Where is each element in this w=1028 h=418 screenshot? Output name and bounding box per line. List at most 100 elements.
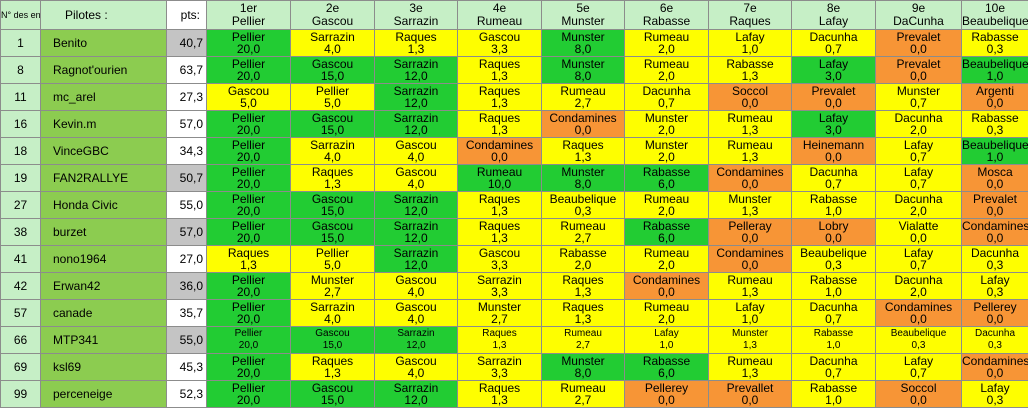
pilot-name: Erwan42 — [40, 272, 167, 300]
pick-driver: Pellerey — [973, 300, 1017, 314]
pick-driver: Dacunha — [809, 300, 858, 314]
pick-points: 1,3 — [491, 231, 508, 245]
pick-driver: Sarrazin — [393, 57, 439, 71]
pick-points: 2,0 — [658, 204, 675, 218]
pick-points: 0,0 — [825, 96, 842, 110]
pick-driver: Rumeau — [643, 57, 690, 71]
pick-cell: Lafay 3,0 — [791, 56, 876, 84]
pick-cell: Pellier 20,0 — [206, 56, 291, 84]
header-place-rank: 10e — [984, 1, 1006, 15]
pick-cell: Gascou 3,3 — [457, 29, 542, 57]
pick-points: 10,0 — [487, 177, 512, 191]
pick-points: 1,0 — [659, 340, 674, 351]
pilot-points: 34,3 — [166, 137, 207, 165]
entry-number: 42 — [0, 272, 41, 300]
pick-points: 4,0 — [407, 312, 425, 326]
entry-number: 1 — [0, 29, 41, 57]
pick-driver: Raques — [478, 381, 521, 395]
pick-points: 6,0 — [658, 177, 675, 191]
pick-points: 1,0 — [741, 42, 759, 56]
pick-driver: Rabasse — [642, 219, 691, 233]
pick-driver: Gascou — [395, 273, 437, 287]
pick-points: 0,0 — [910, 312, 927, 326]
pick-driver: Pellier — [315, 84, 350, 98]
header-place-rank: 7e — [743, 1, 757, 15]
pick-cell: Dacunha 0,7 — [791, 29, 876, 57]
pick-driver: Lafay — [818, 57, 849, 71]
pick-driver: Raques — [482, 328, 517, 339]
header-place-name: Beaubelique — [962, 14, 1028, 28]
pick-cell: Sarrazin 4,0 — [290, 29, 375, 57]
pick-driver: Sarrazin — [310, 138, 355, 152]
pick-points: 4,0 — [324, 312, 341, 326]
pick-cell: Rumeau 2,7 — [541, 326, 625, 354]
pick-points: 1,3 — [324, 177, 341, 191]
pick-points: 12,0 — [404, 231, 428, 245]
pick-cell: Sarrazin 3,3 — [457, 353, 542, 381]
pick-cell: Rumeau 2,0 — [624, 56, 709, 84]
pick-points: 12,0 — [404, 96, 428, 110]
pick-points: 0,7 — [910, 366, 927, 380]
pilot-points: 63,7 — [166, 56, 207, 84]
pick-cell: Raques 1,3 — [457, 380, 542, 408]
pick-driver: Sarrazin — [477, 354, 522, 368]
pick-cell: Pellier 20,0 — [206, 380, 291, 408]
pick-points: 4,0 — [407, 285, 425, 299]
pick-cell: Lafay 0,7 — [875, 164, 962, 192]
pick-cell: Gascou 15,0 — [290, 56, 375, 84]
pick-points: 0,7 — [910, 177, 927, 191]
pick-driver: Munster — [644, 111, 689, 125]
pick-driver: Sarrazin — [393, 192, 439, 206]
pick-cell: Lafay 0,7 — [875, 353, 962, 381]
pick-points: 1,0 — [986, 69, 1004, 83]
pick-driver: Rabasse — [809, 192, 858, 206]
pick-driver: Sarrazin — [393, 84, 439, 98]
pilot-points: 57,0 — [166, 218, 207, 246]
header-place-10: 10e Beaubelique — [961, 0, 1028, 30]
pick-cell: Prevallet 0,0 — [708, 380, 792, 408]
pick-points: 8,0 — [574, 69, 592, 83]
pick-driver: Pellier — [231, 138, 266, 152]
pick-driver: Sarrazin — [397, 328, 435, 339]
header-place-rank: 5e — [576, 1, 590, 15]
pick-cell: Sarrazin 12,0 — [374, 191, 458, 219]
pick-points: 0,0 — [741, 231, 759, 245]
pick-points: 1,0 — [826, 340, 841, 351]
pick-cell: Gascou 4,0 — [374, 164, 458, 192]
pilot-points: 40,7 — [166, 29, 207, 57]
pick-driver: Pellier — [315, 246, 350, 260]
header-place-name: Pellier — [231, 14, 266, 28]
pick-cell: Rumeau 10,0 — [457, 164, 542, 192]
pick-cell: Dacunha 0,3 — [961, 245, 1028, 273]
pilot-name: FAN2RALLYE — [40, 164, 167, 192]
pick-points: 0,0 — [910, 69, 927, 83]
pick-driver: Gascou — [311, 219, 354, 233]
pick-points: 2,7 — [574, 96, 592, 110]
pilot-name: Honda Civic — [40, 191, 167, 219]
pick-cell: Gascou 3,3 — [457, 245, 542, 273]
pick-cell: Prevalet 0,0 — [875, 56, 962, 84]
pick-cell: Lafay 1,0 — [624, 326, 709, 354]
pick-driver: Condamines — [549, 111, 617, 125]
pick-points: 0,7 — [825, 312, 842, 326]
pick-points: 2,7 — [574, 231, 592, 245]
pick-points: 0,0 — [986, 231, 1004, 245]
pick-driver: Raques — [478, 84, 521, 98]
pick-driver: Soccol — [900, 381, 937, 395]
pick-points: 2,0 — [574, 258, 592, 272]
pick-points: 0,0 — [986, 177, 1004, 191]
pick-driver: Rumeau — [727, 111, 773, 125]
pick-points: 2,0 — [658, 69, 675, 83]
pick-cell: Rabasse 6,0 — [624, 164, 709, 192]
pick-cell: Gascou 15,0 — [290, 191, 375, 219]
pick-cell: Raques 1,3 — [206, 245, 291, 273]
pick-points: 0,3 — [825, 258, 842, 272]
pick-cell: Rumeau 1,3 — [708, 272, 792, 300]
pick-driver: Sarrazin — [477, 273, 522, 287]
header-place-name: Gascou — [311, 14, 354, 28]
entry-number: 8 — [0, 56, 41, 84]
pick-points: 1,3 — [741, 123, 759, 137]
pick-driver: Dacunha — [642, 84, 691, 98]
pick-driver: Lafay — [654, 328, 679, 339]
pick-points: 3,3 — [491, 366, 508, 380]
